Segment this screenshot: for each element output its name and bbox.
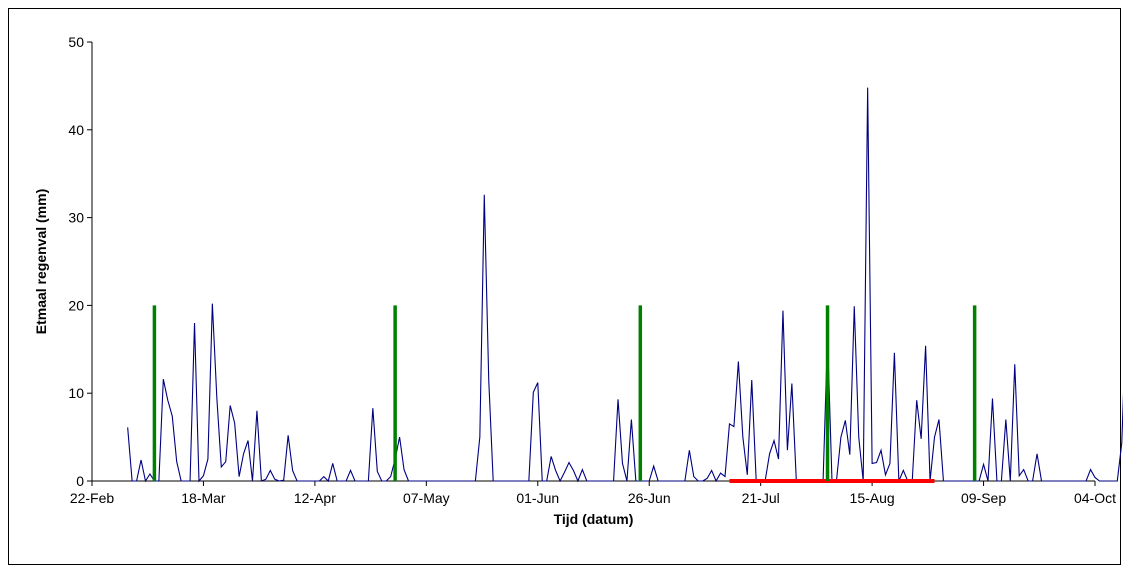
rainfall-series-line bbox=[127, 87, 1123, 483]
y-tick-label: 40 bbox=[68, 122, 84, 138]
x-tick-label: 15-Aug bbox=[850, 490, 895, 506]
x-tick-label: 22-Feb bbox=[70, 490, 115, 506]
x-tick-label: 21-Jul bbox=[742, 490, 780, 506]
y-tick-label: 50 bbox=[68, 34, 84, 50]
x-tick-label: 07-May bbox=[403, 490, 450, 506]
x-tick-label: 04-Oct bbox=[1074, 490, 1116, 506]
y-tick-label: 30 bbox=[68, 210, 84, 226]
y-tick-label: 0 bbox=[76, 473, 84, 489]
x-tick-label: 12-Apr bbox=[294, 490, 336, 506]
x-tick-label: 26-Jun bbox=[628, 490, 671, 506]
x-tick-label: 18-Mar bbox=[181, 490, 226, 506]
x-axis-title: Tijd (datum) bbox=[554, 511, 634, 527]
y-tick-label: 10 bbox=[68, 385, 84, 401]
y-axis-title: Etmaal regenval (mm) bbox=[33, 189, 49, 335]
x-tick-label: 09-Sep bbox=[961, 490, 1006, 506]
y-tick-label: 20 bbox=[68, 297, 84, 313]
x-tick-label: 01-Jun bbox=[516, 490, 559, 506]
